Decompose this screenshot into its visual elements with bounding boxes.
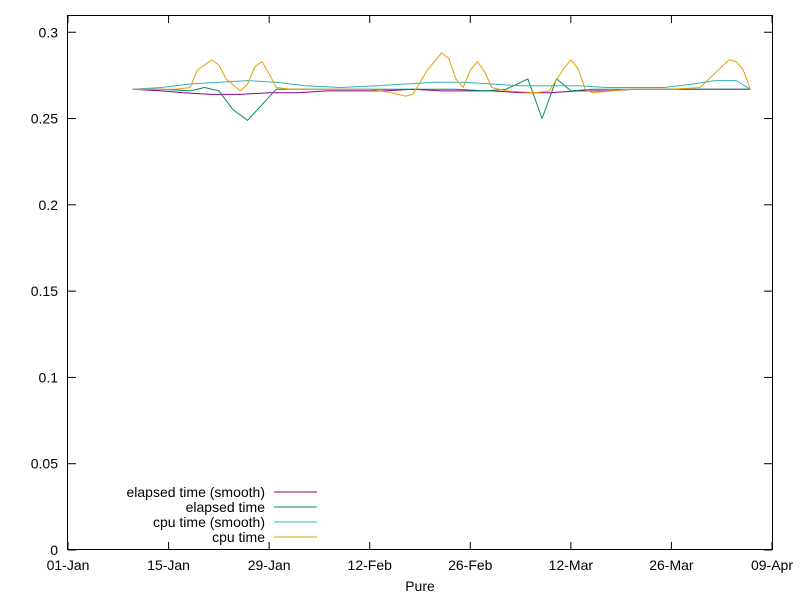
x-tick-label: 26-Feb [448, 557, 493, 573]
y-tick-label: 0.15 [31, 283, 58, 299]
legend-label: elapsed time (smooth) [126, 484, 265, 500]
x-tick-label: 12-Feb [348, 557, 393, 573]
plot-frame [67, 15, 773, 550]
y-tick-label: 0.1 [39, 369, 59, 385]
x-tick-label: 09-Apr [751, 557, 793, 573]
series-layer [132, 52, 751, 121]
series-line-1 [132, 78, 751, 121]
legend-label: cpu time (smooth) [153, 514, 265, 530]
y-tick-label: 0.2 [39, 197, 59, 213]
series-line-3 [132, 52, 751, 97]
x-tick-label: 15-Jan [147, 557, 190, 573]
y-tick-label: 0.25 [31, 111, 58, 127]
legend-label: elapsed time [186, 499, 266, 515]
y-tick-label: 0.05 [31, 456, 58, 472]
x-tick-label: 26-Mar [649, 557, 694, 573]
x-tick-label: 01-Jan [47, 557, 90, 573]
legend-label: cpu time [212, 529, 265, 545]
y-tick-label: 0 [50, 542, 58, 558]
series-line-2 [132, 80, 751, 90]
x-axis: 01-Jan 15-Jan 29-Jan 12-Feb 26-Feb 12-Mar 26-M… [47, 15, 793, 573]
series-line-0 [132, 88, 751, 95]
x-axis-label: Pure [405, 578, 435, 594]
y-axis: 0 0.05 0.1 0.15 0.2 0.25 0.3 [31, 24, 772, 558]
x-tick-label: 29-Jan [248, 557, 291, 573]
x-tick-label: 12-Mar [549, 557, 594, 573]
y-tick-label: 0.3 [39, 24, 59, 40]
